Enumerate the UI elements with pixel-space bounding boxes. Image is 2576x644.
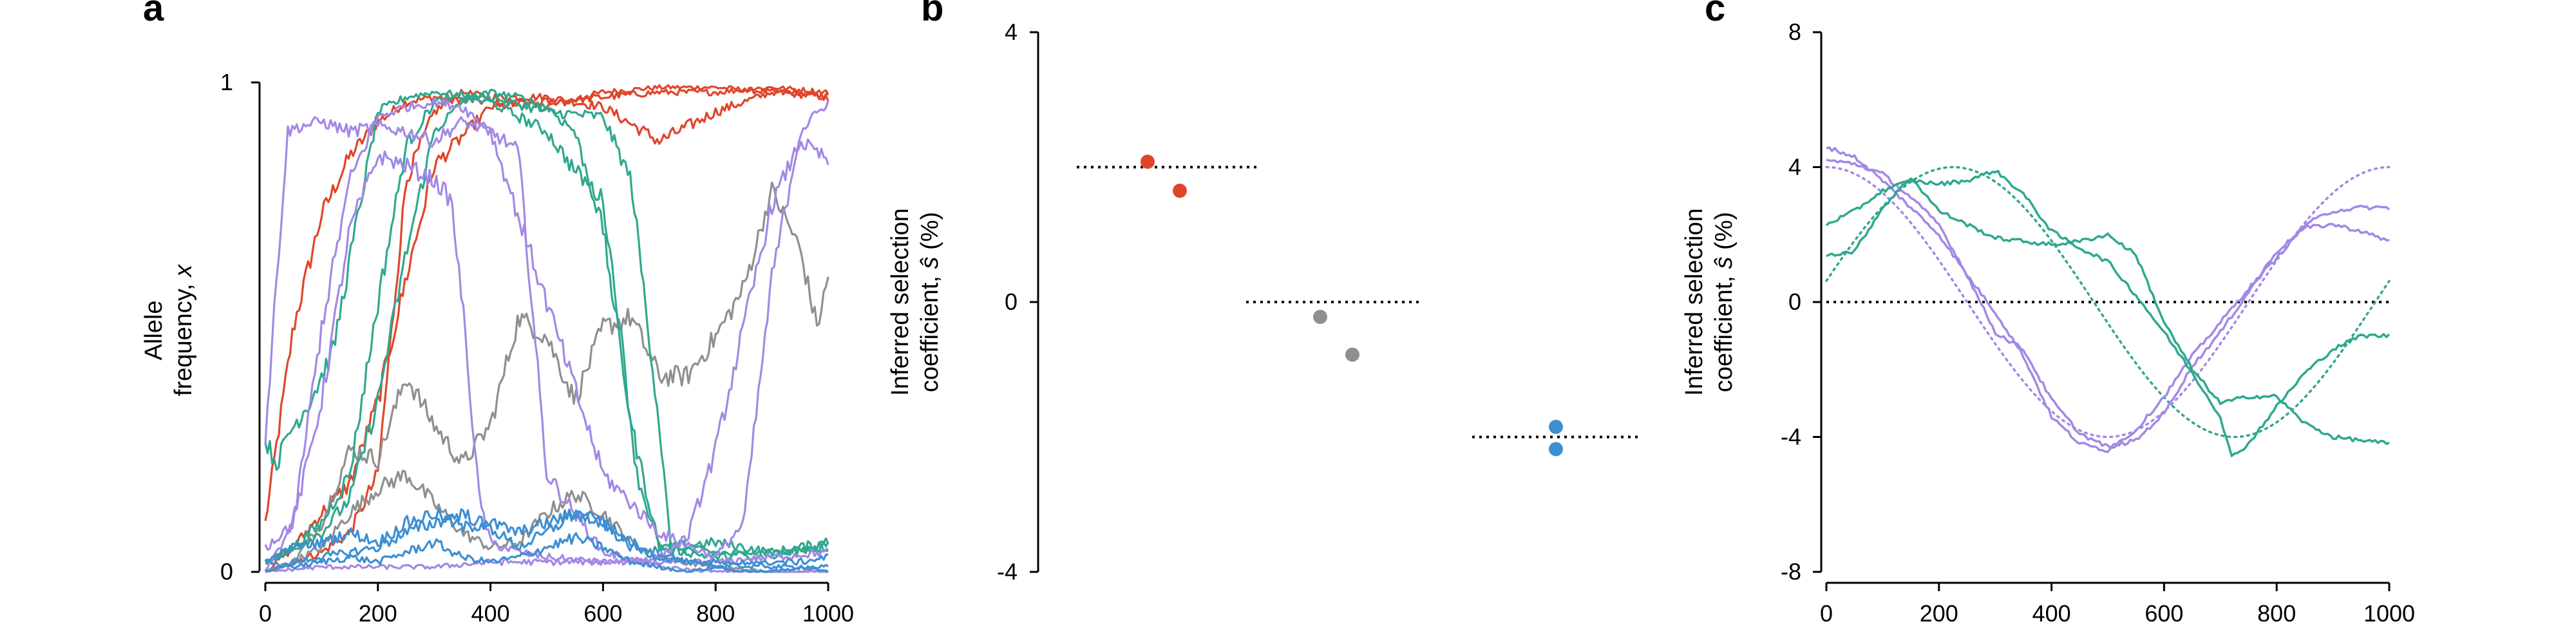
panel-b: b -4 0 4 Inferred selection coefficient, ŝ… bbox=[887, 0, 1640, 585]
panel-b-ytick-label-1: 0 bbox=[1005, 289, 1018, 315]
panel-c-xtick-label-0: 0 bbox=[1820, 600, 1833, 627]
panel-a-series-10 bbox=[265, 138, 829, 573]
panel-b-ylabel-suffix: (%) bbox=[916, 212, 943, 257]
panel-c-series-2 bbox=[1825, 169, 2391, 457]
panel-c-xtick-label-3: 600 bbox=[2145, 600, 2183, 627]
panel-b-point-5 bbox=[1549, 442, 1563, 457]
panel-a-series-8 bbox=[264, 116, 828, 573]
panel-c-true-curves bbox=[1825, 166, 2391, 439]
panel-a-letter: a bbox=[143, 0, 164, 29]
panel-b-ylabel-symbol: ŝ bbox=[916, 257, 943, 269]
panel-b-ylabel-line2: coefficient, ŝ (%) bbox=[916, 212, 943, 392]
panel-c-series-3 bbox=[1826, 177, 2390, 445]
panel-a-series-14 bbox=[264, 532, 829, 573]
panel-a-series-3 bbox=[265, 181, 829, 573]
panel-b-point-2 bbox=[1313, 310, 1327, 325]
panel-a-xtick-label-4: 800 bbox=[696, 600, 735, 627]
panel-b-point-0 bbox=[1141, 155, 1155, 169]
panel-c-series-0 bbox=[1826, 146, 2391, 453]
panel-c-xtick-label-4: 800 bbox=[2257, 600, 2296, 627]
panel-b-point-1 bbox=[1173, 184, 1187, 198]
panel-a-ylabel-symbol: x bbox=[170, 263, 197, 278]
panel-a-series-11 bbox=[264, 97, 829, 571]
panel-a-xtick-label-3: 600 bbox=[583, 600, 622, 627]
panel-b-ylabel-line1: Inferred selection bbox=[887, 208, 914, 396]
panel-c-ytick-label-1: -4 bbox=[1781, 424, 1801, 450]
panel-c-true-curve-1 bbox=[1825, 166, 2391, 439]
panel-a-xtick-label-5: 1000 bbox=[802, 600, 854, 627]
panel-a-ytick-label-0: 0 bbox=[220, 558, 233, 585]
panel-a-ticks: 0 200 400 600 800 1000 0 1 bbox=[220, 69, 854, 627]
panel-c-ytick-label-2: 0 bbox=[1788, 289, 1801, 315]
panel-b-point-3 bbox=[1345, 347, 1359, 362]
panel-c-ticks: 0 200 400 600 800 1000 -8 -4 0 4 8 bbox=[1781, 19, 2415, 627]
panel-a-series-9 bbox=[264, 150, 829, 567]
panel-a-ytick-label-1: 1 bbox=[220, 69, 233, 95]
panel-a-series-13 bbox=[265, 508, 829, 573]
panel-a: a 0 200 400 600 800 1000 0 1 Allele frequency, … bbox=[140, 0, 854, 627]
panel-c-ylabel-symbol: ŝ bbox=[1710, 257, 1738, 269]
panel-c-ytick-label-4: 8 bbox=[1788, 19, 1801, 45]
panel-b-ylabel-text: coefficient, bbox=[916, 269, 943, 393]
panel-c-ylabel-line2: coefficient, ŝ (%) bbox=[1710, 212, 1738, 392]
panel-a-series-group bbox=[264, 84, 829, 573]
panel-c-ylabel-line1: Inferred selection bbox=[1681, 208, 1708, 396]
panel-a-ylabel-text: frequency, bbox=[170, 277, 197, 396]
panel-c-ylabel-suffix: (%) bbox=[1710, 212, 1738, 257]
panel-b-reference-lines bbox=[1077, 166, 1640, 439]
panel-b-point-4 bbox=[1549, 419, 1563, 434]
panel-c-xtick-label-2: 400 bbox=[2032, 600, 2071, 627]
panel-a-ylabel-line1: Allele bbox=[140, 301, 167, 361]
panel-a-ylabel-line2: frequency, x bbox=[170, 263, 197, 396]
panel-a-xtick-label-1: 200 bbox=[359, 600, 397, 627]
panel-b-points bbox=[1141, 155, 1563, 457]
panel-c-series-group bbox=[1825, 146, 2391, 457]
panel-a-series-6 bbox=[264, 93, 829, 564]
panel-c-letter: c bbox=[1705, 0, 1725, 29]
panel-c-xtick-label-1: 200 bbox=[1920, 600, 1958, 627]
panel-a-series-7 bbox=[265, 89, 829, 565]
panel-c-series-1 bbox=[1826, 158, 2390, 450]
panel-a-xtick-label-0: 0 bbox=[259, 600, 272, 627]
panel-b-ytick-label-0: -4 bbox=[997, 558, 1018, 585]
panel-a-xtick-label-2: 400 bbox=[471, 600, 510, 627]
panel-c-ytick-label-0: -8 bbox=[1781, 558, 1801, 585]
panel-c: c 0 200 400 600 800 1000 -8 -4 0 4 8 Inferred sele… bbox=[1681, 0, 2415, 627]
panel-a-series-4 bbox=[265, 469, 829, 573]
panel-b-letter: b bbox=[921, 0, 943, 29]
panel-c-xtick-label-5: 1000 bbox=[2363, 600, 2415, 627]
panel-c-ytick-label-3: 4 bbox=[1788, 154, 1801, 180]
panel-c-ylabel-text: coefficient, bbox=[1710, 269, 1738, 393]
panel-b-ticks: -4 0 4 bbox=[997, 19, 1038, 585]
panel-b-ytick-label-2: 4 bbox=[1005, 19, 1018, 45]
